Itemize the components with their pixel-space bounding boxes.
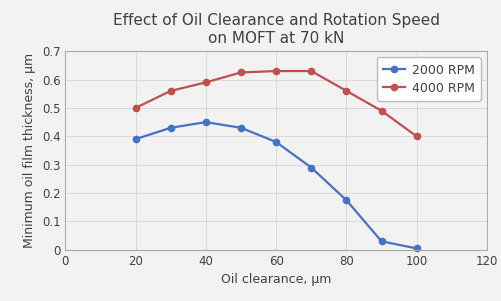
4000 RPM: [308, 69, 314, 73]
Title: Effect of Oil Clearance and Rotation Speed
on MOFT at 70 kN: Effect of Oil Clearance and Rotation Spe…: [112, 14, 439, 46]
4000 RPM: [167, 89, 173, 93]
Legend: 2000 RPM, 4000 RPM: 2000 RPM, 4000 RPM: [376, 57, 480, 101]
4000 RPM: [202, 81, 208, 84]
4000 RPM: [413, 135, 419, 138]
4000 RPM: [132, 106, 138, 110]
Line: 4000 RPM: 4000 RPM: [132, 68, 419, 139]
X-axis label: Oil clearance, μm: Oil clearance, μm: [220, 273, 331, 286]
2000 RPM: [413, 247, 419, 250]
2000 RPM: [378, 240, 384, 243]
2000 RPM: [273, 140, 279, 144]
Line: 2000 RPM: 2000 RPM: [132, 119, 419, 252]
2000 RPM: [202, 120, 208, 124]
2000 RPM: [308, 166, 314, 169]
2000 RPM: [132, 137, 138, 141]
4000 RPM: [378, 109, 384, 113]
2000 RPM: [167, 126, 173, 130]
2000 RPM: [343, 198, 349, 202]
4000 RPM: [343, 89, 349, 93]
Y-axis label: Minimum oil film thickness, μm: Minimum oil film thickness, μm: [23, 53, 36, 248]
4000 RPM: [273, 69, 279, 73]
4000 RPM: [237, 71, 243, 74]
2000 RPM: [237, 126, 243, 130]
